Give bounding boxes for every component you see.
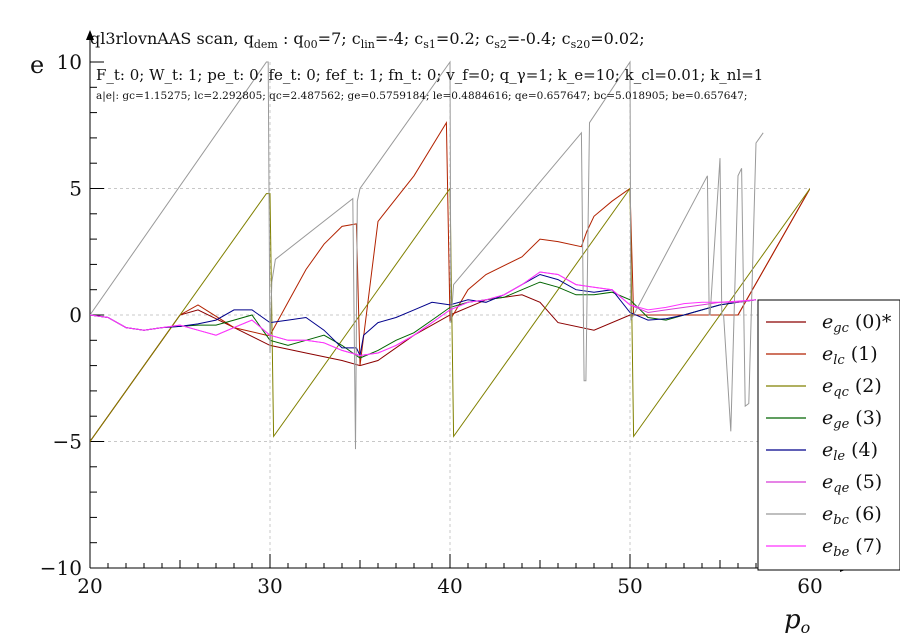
axes: 20 30 40 50 60 −10 −5 0 5 10 — [40, 30, 850, 598]
x-tick-label: 60 — [797, 574, 822, 598]
series-line-le — [90, 273, 757, 358]
info-line: F_t: 0; W_t: 1; pe_t: 0; fe_t: 0; fef_t:… — [96, 66, 763, 84]
x-axis-label: po — [784, 605, 810, 633]
stats-line: a|e|: gc=1.15275; lc=2.292805; qc=2.4875… — [96, 90, 747, 103]
series-line-bc — [90, 60, 764, 450]
y-axis-arrow — [86, 30, 94, 40]
x-tick-label: 50 — [617, 574, 642, 598]
x-tick-label: 20 — [77, 574, 102, 598]
legend-label-bc: ebc (6) — [822, 503, 882, 528]
legend-box — [757, 299, 900, 571]
y-tick-label: −10 — [40, 556, 82, 580]
series-line-qe — [90, 271, 757, 357]
legend-label-gc: egc (0)* — [822, 311, 892, 336]
chart-title: ql3rlovnAAS scan, qdem : q00=7; clin=-4;… — [90, 29, 645, 51]
legend-label-qe: eqe (5) — [822, 471, 882, 496]
y-tick-label: 0 — [69, 303, 82, 327]
series-line-ge — [90, 281, 757, 359]
legend-label-be: ebe (7) — [822, 535, 882, 560]
y-tick-label: 10 — [57, 50, 82, 74]
legend-label-le: ele (4) — [822, 439, 878, 464]
y-axis-label: e — [30, 51, 44, 79]
series-line-be — [90, 271, 757, 357]
y-tick-label: −5 — [53, 430, 82, 454]
x-tick-label: 30 — [257, 574, 282, 598]
legend: egc (0)* elc (1) eqc (2) ege (3) ele (4) eqe … — [757, 299, 900, 571]
legend-label-lc: elc (1) — [822, 343, 878, 368]
series-group — [90, 60, 810, 450]
legend-label-ge: ege (3) — [822, 407, 882, 432]
x-tick-label: 40 — [437, 574, 462, 598]
series-line-qc — [90, 186, 810, 442]
legend-label-qc: eqc (2) — [822, 375, 882, 400]
y-tick-label: 5 — [69, 177, 82, 201]
